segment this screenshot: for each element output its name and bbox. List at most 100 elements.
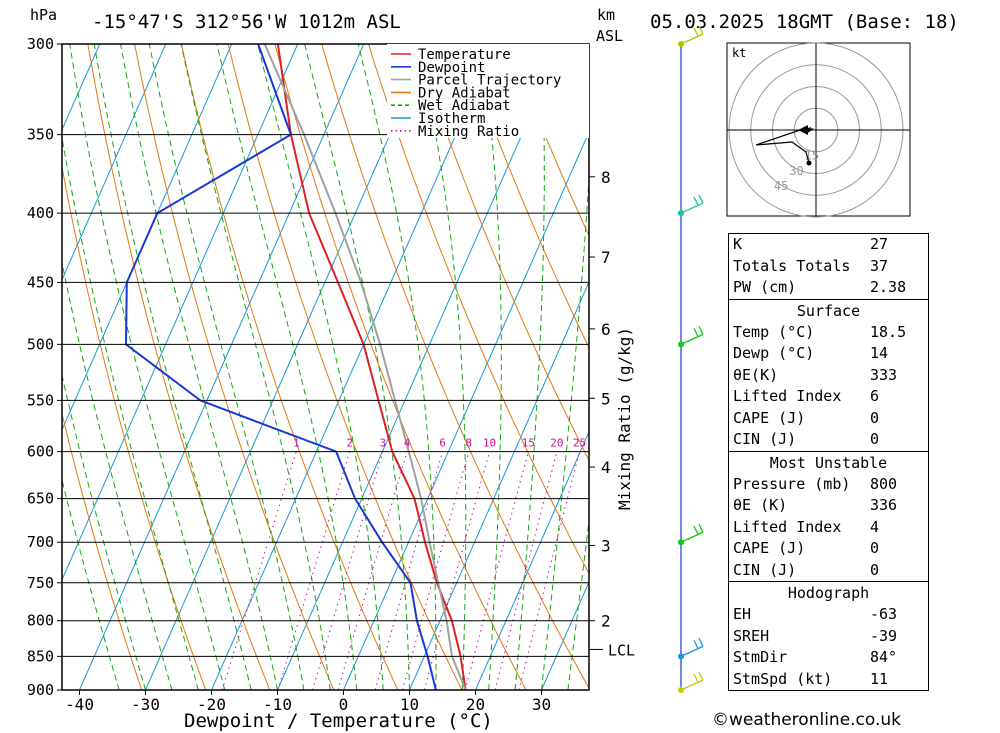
- wet-adiabat-line: [69, 44, 226, 690]
- legend-entry: Temperature: [418, 47, 511, 63]
- pressure-tick-label: 500: [27, 335, 54, 353]
- dewpoint-profile: [124, 44, 437, 690]
- wind-barb: [680, 638, 704, 657]
- x-tick-label: 20: [466, 695, 485, 714]
- isotherm-line: [62, 44, 233, 432]
- dry-adiabat-line: [134, 44, 335, 690]
- index-row: θE (K) 336: [729, 495, 928, 517]
- index-row: Totals Totals 37: [729, 256, 928, 278]
- km-tick-label: 4: [601, 458, 611, 477]
- pressure-tick-label: 750: [27, 574, 54, 592]
- index-row: Temp (°C) 18.5: [729, 322, 928, 344]
- index-value: 4: [870, 517, 880, 536]
- pressure-tick-label: 900: [27, 681, 54, 699]
- km-tick-label: 2: [601, 612, 611, 631]
- legend-entry: Dewpoint: [418, 60, 485, 76]
- pressure-tick-label: 600: [27, 443, 54, 461]
- legend-entry: Wet Adiabat: [418, 98, 511, 114]
- km-tick-label: 7: [601, 248, 611, 267]
- index-label: EH: [733, 605, 752, 623]
- index-value: 336: [870, 496, 898, 514]
- dry-adiabat-line: [180, 44, 399, 690]
- index-value: 0: [870, 560, 880, 579]
- pressure-tick-label: 650: [27, 490, 54, 508]
- index-label: CAPE (J): [733, 539, 806, 557]
- mixing-ratio-line: [277, 451, 351, 690]
- storm-motion-dot: [806, 160, 812, 166]
- mixing-ratio-line: [337, 451, 408, 690]
- x-tick-label: -20: [197, 695, 226, 714]
- index-row: PW (cm) 2.38: [729, 277, 928, 299]
- mixing-ratio-label: 6: [439, 437, 446, 450]
- index-row: Lifted Index 6: [729, 386, 928, 408]
- parcel-trajectory-profile: [263, 44, 467, 690]
- isotherm-line: [277, 44, 563, 690]
- isotherm-line: [79, 44, 365, 690]
- dry-adiabat-line: [930, 44, 1000, 690]
- wet-adiabat-line: [62, 478, 120, 690]
- height-unit-km: km: [597, 6, 615, 24]
- index-row: StmDir 84°: [729, 647, 928, 669]
- wet-adiabat-line: [62, 373, 146, 690]
- mixing-ratio-label: 25: [573, 437, 586, 450]
- index-value: 333: [870, 365, 898, 384]
- pressure-tick-label: 450: [27, 273, 54, 291]
- mixing-ratio-label: 20: [550, 437, 563, 450]
- wind-barb: [680, 25, 704, 45]
- mixing-ratio-label: 3: [379, 437, 386, 450]
- mixing-ratio-label: 15: [522, 437, 535, 450]
- index-row: θE(K) 333: [729, 365, 928, 387]
- pressure-tick-label: 800: [27, 612, 54, 630]
- index-row: Dewp (°C) 14: [729, 343, 928, 365]
- legend-entry: Mixing Ratio: [418, 124, 519, 140]
- index-label: SREH: [733, 626, 770, 645]
- index-row: K 27: [729, 234, 928, 256]
- index-value: 37: [870, 256, 889, 275]
- legend-box: [387, 44, 589, 138]
- index-label: Temp (°C): [733, 322, 815, 341]
- index-value: 800: [870, 474, 898, 493]
- hodograph-unit: kt: [732, 46, 746, 60]
- index-value: 0: [870, 539, 880, 557]
- mixing-ratio-line: [464, 451, 529, 690]
- index-label: Lifted Index: [733, 517, 842, 536]
- index-row: CIN (J) 0: [729, 560, 928, 582]
- index-value: 0: [870, 408, 880, 427]
- index-value: 0: [870, 430, 880, 448]
- surface-heading: Surface: [796, 301, 861, 320]
- index-row: CAPE (J) 0: [729, 408, 928, 430]
- wet-adiabat-line: [216, 44, 358, 690]
- km-tick-label: 8: [601, 168, 611, 187]
- pressure-tick-label: 300: [27, 35, 54, 53]
- mixing-ratio-label: 1: [293, 437, 300, 450]
- wet-adiabat-line: [180, 44, 331, 690]
- index-value: 18.5: [870, 322, 907, 341]
- pressure-tick-label: 700: [27, 533, 54, 551]
- dry-adiabat-line: [87, 44, 271, 690]
- location-title: -15°47'S 312°56'W 1012m ASL: [92, 11, 401, 33]
- legend-entry: Isotherm: [418, 111, 485, 127]
- mixing-ratio-label: 2: [346, 437, 353, 450]
- index-row: SREH -39: [729, 626, 928, 648]
- pressure-tick-label: 350: [27, 126, 54, 144]
- dry-adiabat-line: [414, 44, 589, 462]
- index-value: 14: [870, 344, 889, 362]
- isotherm-line: [211, 44, 497, 690]
- copyright-footer[interactable]: ©weatheronline.co.uk: [712, 710, 902, 730]
- most-unstable-heading: Most Unstable: [769, 453, 888, 472]
- datetime-title: 05.03.2025 18GMT (Base: 18): [650, 11, 959, 33]
- index-value: 84°: [870, 648, 898, 666]
- index-row: CIN (J) 0: [729, 429, 928, 451]
- isotherm-line: [409, 280, 589, 690]
- lcl-label: LCL: [608, 641, 635, 659]
- x-tick-label: 30: [532, 695, 551, 714]
- x-tick-label: 10: [400, 695, 419, 714]
- index-label: StmDir: [733, 648, 788, 666]
- dry-adiabat-line: [977, 44, 1000, 690]
- mixing-ratio-label: 8: [465, 437, 472, 450]
- pressure-tick-label: 850: [27, 647, 54, 665]
- index-label: θE(K): [733, 365, 779, 384]
- isotherm-line: [62, 44, 167, 282]
- index-label: StmSpd (kt): [733, 669, 833, 688]
